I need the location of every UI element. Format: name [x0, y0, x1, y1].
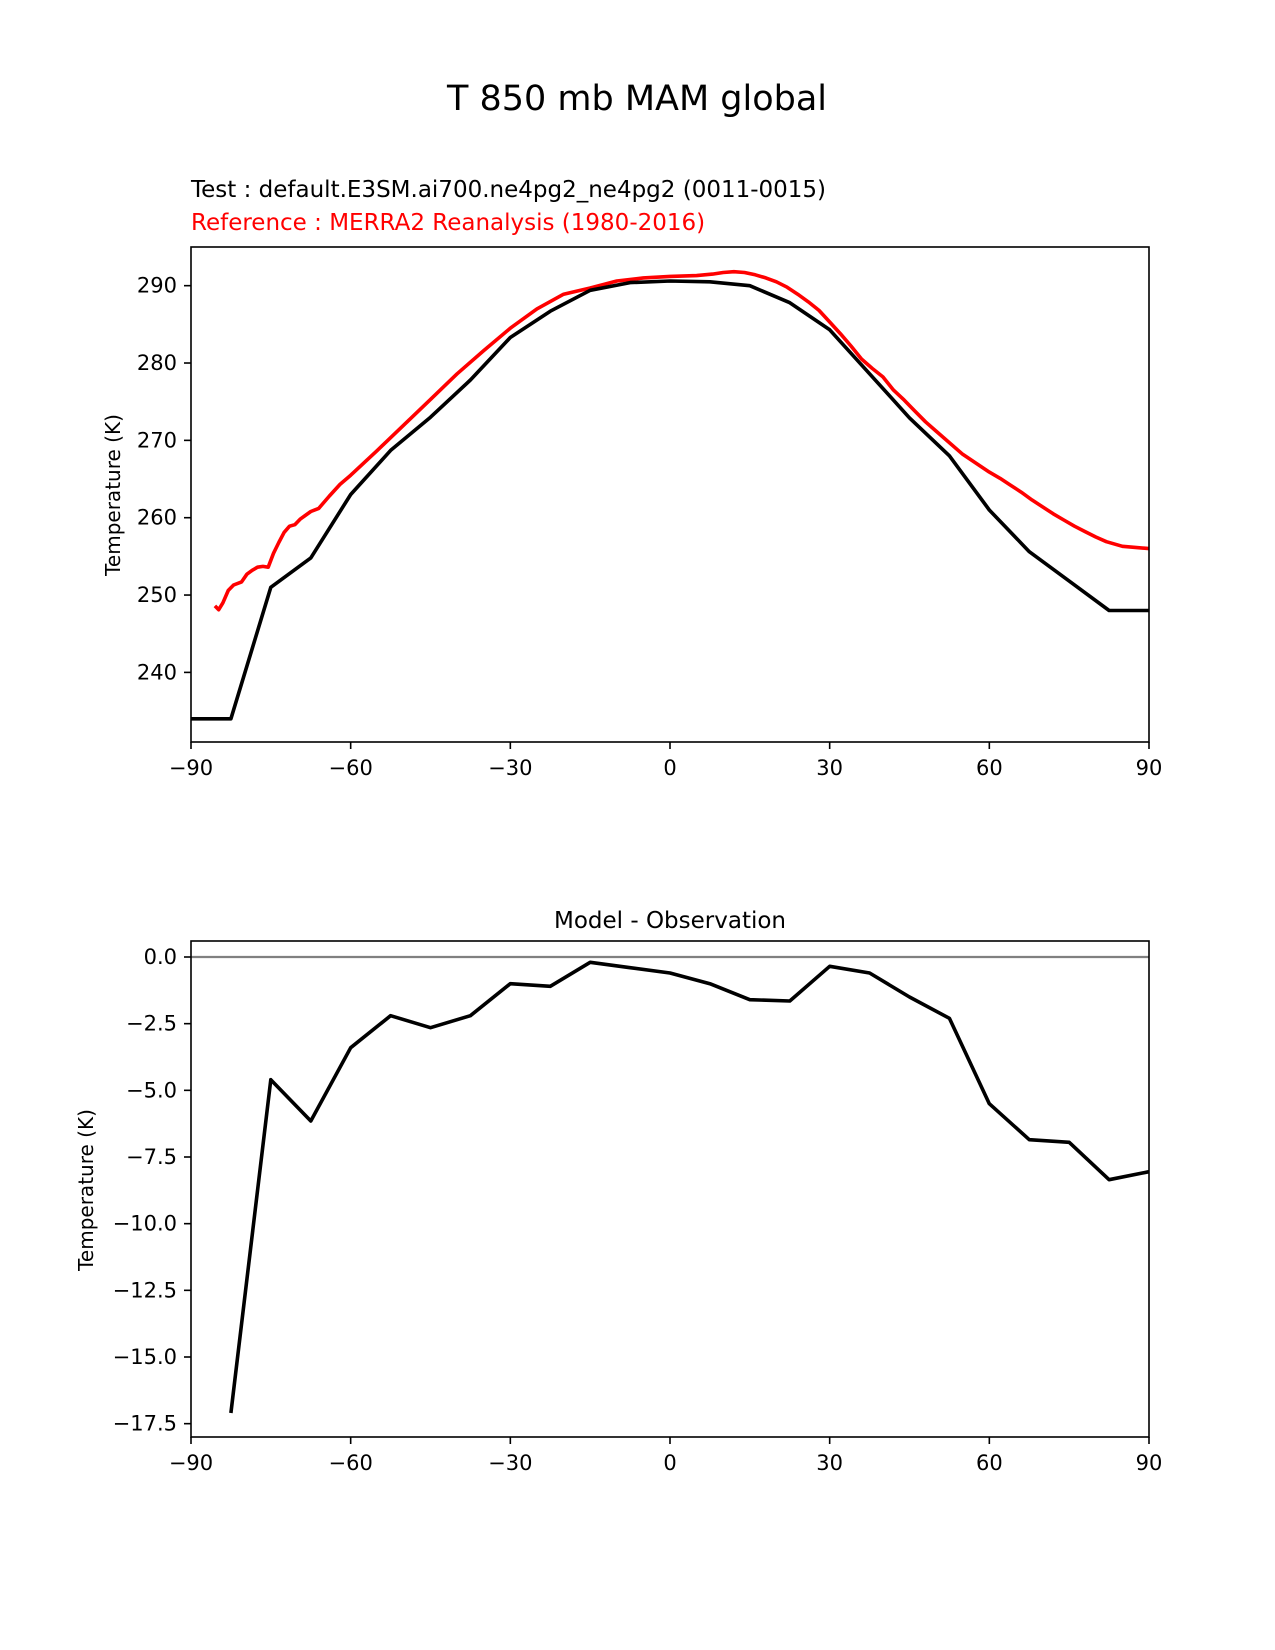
x-tick-label: −30: [488, 756, 532, 780]
x-tick-label: −60: [329, 756, 373, 780]
y-tick-label: 290: [137, 274, 177, 298]
reference-series-line: [213, 269, 1150, 612]
test-series-line: [191, 279, 1149, 721]
bottom-y-axis-label: Temperature (K): [74, 1109, 98, 1272]
reference-legend-label: Reference : MERRA2 Reanalysis (1980-2016…: [191, 210, 705, 236]
bottom-x-ticks: −90 −60 −30 0 30 60 90: [169, 1437, 1163, 1475]
top-series-lines: [191, 269, 1150, 721]
top-x-ticks: −90 −60 −30 0 30 60 90: [169, 742, 1163, 780]
difference-series-line: [229, 960, 1150, 1414]
x-tick-label: −90: [169, 756, 213, 780]
y-tick-label: −12.5: [113, 1278, 177, 1302]
x-tick-label: 30: [816, 1451, 843, 1475]
figure-suptitle: T 850 mb MAM global: [446, 79, 827, 119]
x-tick-label: 60: [976, 756, 1003, 780]
x-tick-label: 0: [663, 756, 676, 780]
test-legend-label: Test : default.E3SM.ai700.ne4pg2_ne4pg2 …: [190, 177, 826, 203]
bottom-panel: Model - Observation −90 −60 −30 0 30 60 90 0.0…: [74, 908, 1162, 1475]
y-tick-label: −17.5: [113, 1412, 177, 1436]
y-tick-label: 240: [137, 660, 177, 684]
y-tick-label: 270: [137, 428, 177, 452]
x-tick-label: −60: [329, 1451, 373, 1475]
x-tick-label: 60: [976, 1451, 1003, 1475]
y-tick-label: 280: [137, 351, 177, 375]
bottom-panel-title: Model - Observation: [554, 908, 786, 934]
y-tick-label: 260: [137, 506, 177, 530]
bottom-axes-frame: [190, 940, 1150, 1438]
y-tick-label: 250: [137, 583, 177, 607]
y-tick-label: 0.0: [144, 945, 177, 969]
top-y-ticks: 240 250 260 270 280 290: [137, 274, 191, 684]
top-y-axis-label: Temperature (K): [101, 414, 125, 577]
x-tick-label: 0: [663, 1451, 676, 1475]
y-tick-label: −15.0: [113, 1345, 177, 1369]
y-tick-label: −10.0: [113, 1212, 177, 1236]
y-tick-label: −7.5: [126, 1145, 177, 1169]
x-tick-label: 90: [1136, 756, 1163, 780]
top-axes-frame: [190, 246, 1150, 743]
top-panel: Test : default.E3SM.ai700.ne4pg2_ne4pg2 …: [101, 177, 1162, 780]
y-tick-label: −5.0: [126, 1078, 177, 1102]
x-tick-label: −90: [169, 1451, 213, 1475]
x-tick-label: 90: [1136, 1451, 1163, 1475]
x-tick-label: −30: [488, 1451, 532, 1475]
y-tick-label: −2.5: [126, 1012, 177, 1036]
bottom-y-ticks: 0.0 −2.5 −5.0 −7.5 −10.0 −12.5 −15.0 −17.5: [113, 945, 191, 1436]
x-tick-label: 30: [816, 756, 843, 780]
